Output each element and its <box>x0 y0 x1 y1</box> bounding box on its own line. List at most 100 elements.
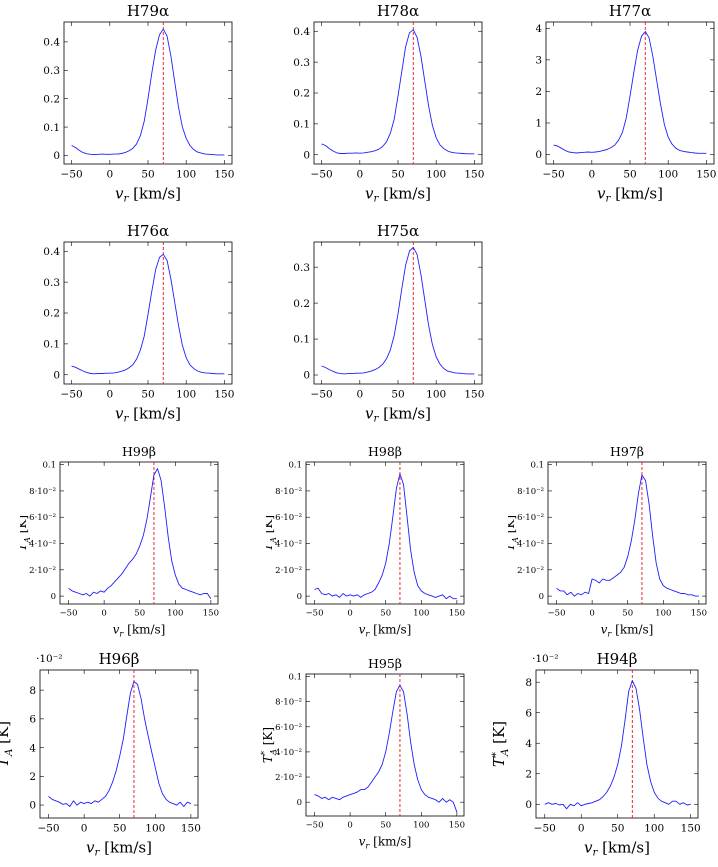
y-axis-label: T*A [K] <box>286 290 289 336</box>
x-axis-label: vr [km/s] <box>365 405 431 424</box>
y-tick-label: 0 <box>303 149 310 161</box>
y-tick-label: 0.3 <box>293 262 310 274</box>
y-tick-label: 4·10⁻² <box>517 539 544 549</box>
y-tick-label: 0.1 <box>288 672 302 682</box>
y-axis-label: T*A [K] <box>0 721 15 767</box>
x-tick-label: 50 <box>380 609 391 619</box>
spectrum-line <box>68 468 212 599</box>
x-tick-label: 150 <box>214 389 234 401</box>
x-tick-label: 50 <box>134 609 145 619</box>
x-tick-label: 0 <box>106 169 113 181</box>
y-tick-label: 2·10⁻² <box>275 773 302 783</box>
panel-10: H95β −50 0 50 100 150 0 2·10⁻² 4·10⁻² 6·10⁻² 8·10⁻… <box>250 640 480 863</box>
y-tick-label: 6·10⁻² <box>275 513 302 523</box>
x-tick-label: 150 <box>691 609 707 619</box>
x-tick-label: 100 <box>426 389 446 401</box>
plot-frame <box>535 669 699 819</box>
x-tick-label: 100 <box>176 389 196 401</box>
x-axis-label: vr [km/s] <box>359 623 412 639</box>
y-tick-label: 0.2 <box>43 308 60 320</box>
y-tick-label: 0 <box>303 370 310 382</box>
y-tick-label: 0.3 <box>43 65 60 77</box>
y-tick-label: 6·10⁻² <box>517 513 544 523</box>
x-tick-label: 100 <box>644 823 664 835</box>
plot-frame <box>305 673 465 817</box>
x-tick-label: 50 <box>141 389 154 401</box>
x-tick-label: −50 <box>306 609 324 619</box>
plot-frame <box>305 461 465 605</box>
x-tick-label: −50 <box>543 169 565 181</box>
y-tick-label: 0 <box>525 799 532 811</box>
y-tick-label: 2·10⁻² <box>517 566 544 576</box>
spectrum-line <box>48 681 192 807</box>
y-axis-label: T*A [K] <box>490 721 511 767</box>
x-tick-label: 50 <box>391 389 404 401</box>
y-tick-label: 6·10⁻² <box>29 513 56 523</box>
chart-title: H78α <box>377 2 419 20</box>
spectrum-line <box>553 31 707 154</box>
x-tick-label: 50 <box>623 169 636 181</box>
y-tick-label: 6·10⁻² <box>275 723 302 733</box>
x-axis-label: vr [km/s] <box>115 405 181 424</box>
y-tick-label: 0.1 <box>530 461 544 471</box>
x-tick-label: −50 <box>311 389 333 401</box>
y-tick-label: 6 <box>525 707 532 719</box>
x-tick-label: 150 <box>181 823 201 835</box>
x-tick-label: −50 <box>534 823 556 835</box>
spectrum-line <box>71 28 225 156</box>
y-tick-label: 0 <box>53 150 60 162</box>
plot-frame <box>545 21 715 165</box>
x-tick-label: 0 <box>356 169 363 181</box>
chart-title: H97β <box>610 444 644 459</box>
y-tick-label: 0 <box>539 592 544 602</box>
x-tick-label: 0 <box>106 389 113 401</box>
x-tick-label: 100 <box>413 821 429 831</box>
chart-title: H76α <box>127 222 169 240</box>
chart-title: H77α <box>609 2 651 20</box>
x-tick-label: 50 <box>380 821 391 831</box>
x-tick-label: 100 <box>658 169 678 181</box>
y-tick-label: 0.3 <box>536 55 542 67</box>
plot-frame <box>63 21 233 165</box>
y-tick-label: 0.3 <box>293 57 310 69</box>
x-tick-label: −50 <box>306 821 324 831</box>
spectrum-line <box>544 680 691 810</box>
y-tick-label: 8 <box>525 677 532 689</box>
spectrum-chart: H98β −50 0 50 100 150 0 2·10⁻² 4·10⁻² 6·10⁻² 8·10⁻… <box>259 444 465 639</box>
y-tick-label: 0.1 <box>42 461 56 471</box>
y-tick-label: 0.4 <box>536 23 542 35</box>
x-tick-label: 0 <box>81 823 88 835</box>
plot-frame <box>313 21 483 165</box>
y-axis-label: T*A [K] <box>36 290 39 336</box>
x-axis-label: vr [km/s] <box>601 623 654 639</box>
y-tick-label: 0.4 <box>43 246 60 258</box>
x-tick-label: 100 <box>167 609 183 619</box>
x-tick-label: 50 <box>113 823 126 835</box>
x-tick-label: 150 <box>464 169 484 181</box>
x-tick-label: 150 <box>681 823 701 835</box>
x-axis-label: vr [km/s] <box>113 623 166 639</box>
x-axis-label: vr [km/s] <box>584 839 650 859</box>
x-tick-label: −50 <box>548 609 566 619</box>
spectrum-line <box>314 684 458 813</box>
y-tick-label: 8 <box>29 685 36 697</box>
y-tick-label: 8·10⁻² <box>517 487 544 497</box>
y-tick-label: 0.1 <box>288 461 302 471</box>
chart-title: H98β <box>368 444 402 459</box>
x-tick-label: −50 <box>311 169 333 181</box>
x-tick-label: 150 <box>203 609 219 619</box>
y-tick-label: 2 <box>525 768 532 780</box>
x-tick-label: 0 <box>356 389 363 401</box>
y-scale-label: ·10⁻² <box>532 653 558 665</box>
y-tick-label: 0.4 <box>293 26 310 38</box>
x-tick-label: −50 <box>61 389 83 401</box>
y-tick-label: 8·10⁻² <box>29 487 56 497</box>
